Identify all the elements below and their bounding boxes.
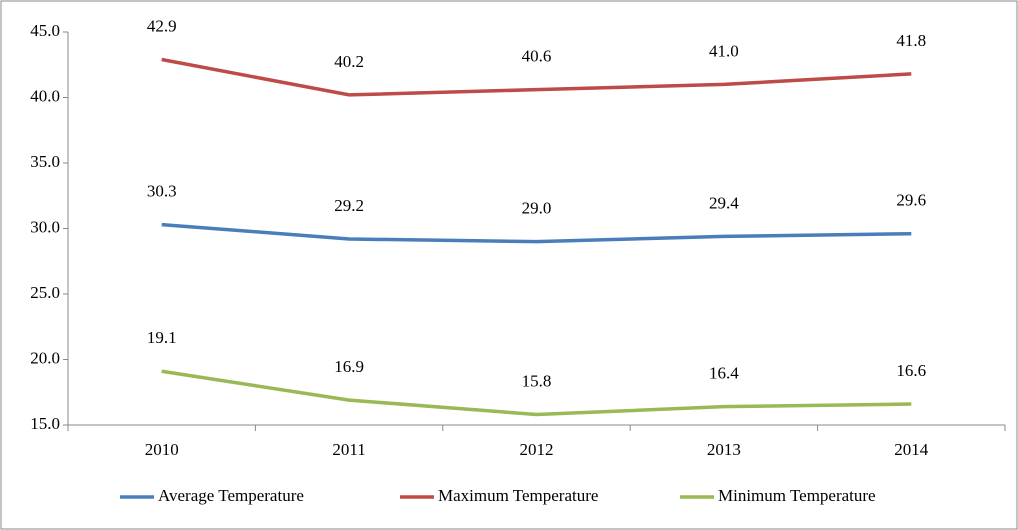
data-label: 40.6 — [522, 47, 552, 66]
y-tick-label: 25.0 — [30, 283, 60, 302]
data-label: 29.4 — [709, 193, 739, 212]
data-label: 29.6 — [896, 191, 926, 210]
series-line — [161, 57, 912, 97]
y-tick-label: 45.0 — [30, 21, 60, 40]
series-line — [161, 222, 912, 244]
data-label: 41.8 — [896, 31, 926, 50]
data-label: 19.1 — [147, 328, 177, 347]
x-tick-label: 2010 — [145, 440, 179, 459]
series-line — [161, 369, 912, 417]
x-tick-label: 2013 — [707, 440, 741, 459]
data-label: 41.0 — [709, 41, 739, 60]
data-label: 40.2 — [334, 52, 364, 71]
data-label: 16.9 — [334, 357, 364, 376]
y-tick-label: 35.0 — [30, 152, 60, 171]
legend-label: Maximum Temperature — [438, 486, 598, 505]
x-tick-label: 2011 — [332, 440, 365, 459]
data-label: 15.8 — [522, 371, 552, 390]
data-label: 16.4 — [709, 364, 739, 383]
data-label: 42.9 — [147, 16, 177, 35]
y-tick-label: 30.0 — [30, 217, 60, 236]
y-tick-label: 20.0 — [30, 348, 60, 367]
y-tick-label: 40.0 — [30, 86, 60, 105]
data-label: 29.0 — [522, 199, 552, 218]
data-label: 29.2 — [334, 196, 364, 215]
x-tick-label: 2014 — [894, 440, 929, 459]
legend-label: Average Temperature — [158, 486, 304, 505]
legend-label: Minimum Temperature — [718, 486, 876, 505]
y-tick-label: 15.0 — [30, 414, 60, 433]
data-label: 16.6 — [896, 361, 926, 380]
data-label: 30.3 — [147, 181, 177, 200]
x-tick-label: 2012 — [520, 440, 554, 459]
